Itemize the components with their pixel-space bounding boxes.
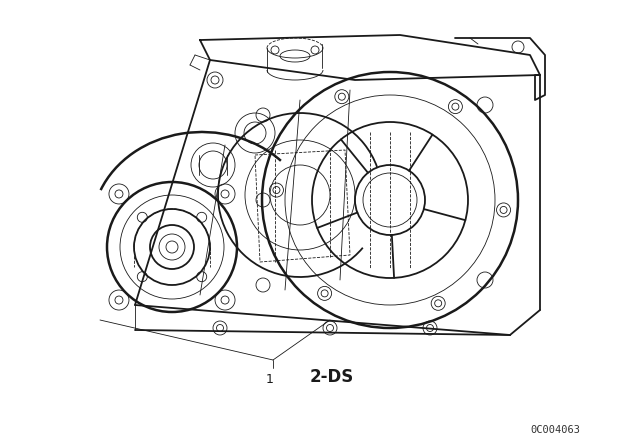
Text: 2-DS: 2-DS: [310, 368, 355, 386]
Text: 1: 1: [266, 373, 274, 386]
Polygon shape: [95, 35, 540, 335]
Text: 0C004063: 0C004063: [530, 425, 580, 435]
